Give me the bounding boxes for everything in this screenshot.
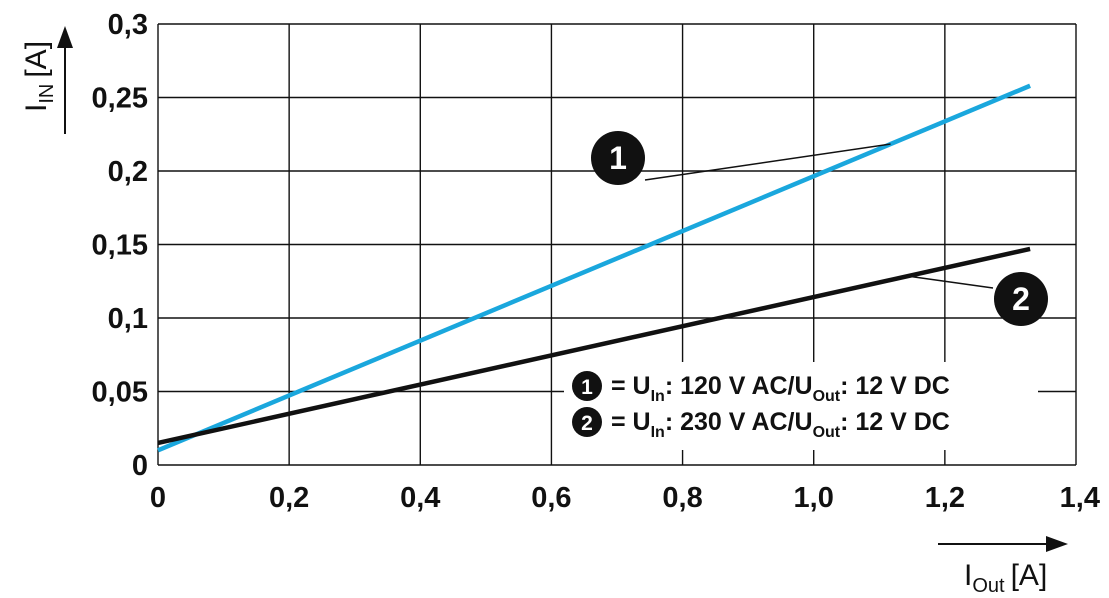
legend-entry-2: = UIn: 230 V AC/UOut: 12 V DC bbox=[611, 408, 950, 441]
series-lines bbox=[157, 83, 1031, 453]
series-line-2 bbox=[157, 246, 1031, 446]
callout-leader-1 bbox=[644, 143, 891, 181]
legend-marker-circle-2 bbox=[572, 407, 602, 437]
legend-text-part: : 12 V DC bbox=[840, 408, 950, 436]
callout-circle-1 bbox=[591, 131, 645, 185]
y-tick-label: 0,05 bbox=[92, 377, 148, 409]
legend-text-part: = U bbox=[611, 408, 651, 436]
x-axis-label-unit: [A] bbox=[1011, 559, 1048, 592]
x-tick-label: 1,0 bbox=[794, 482, 834, 514]
x-axis-arrow-head bbox=[1046, 536, 1068, 552]
legend-marker-number-1: 1 bbox=[581, 376, 593, 399]
legend: 1 = UIn: 120 V AC/UOut: 12 V DC2 = UIn: 23… bbox=[564, 362, 1038, 450]
y-axis-label-main: I bbox=[20, 104, 53, 112]
callout-circle-2 bbox=[994, 272, 1048, 326]
y-axis-label-sub: IN bbox=[36, 84, 58, 104]
y-axis-label-unit: [A] bbox=[20, 41, 53, 78]
legend-entry-1: = UIn: 120 V AC/UOut: 12 V DC bbox=[611, 372, 950, 405]
x-tick-label: 0,2 bbox=[269, 482, 309, 514]
legend-subscript: Out bbox=[813, 388, 841, 405]
series-callouts: 12 bbox=[591, 131, 1048, 326]
legend-marker-number-2: 2 bbox=[581, 412, 593, 435]
x-tick-label: 0,8 bbox=[662, 482, 702, 514]
y-tick-label: 0 bbox=[132, 450, 148, 482]
legend-subscript: In bbox=[651, 388, 665, 405]
x-tick-label: 1,4 bbox=[1060, 482, 1100, 514]
x-axis-label-main: I bbox=[964, 559, 972, 592]
x-axis-label-group: IOut [A] bbox=[938, 536, 1068, 597]
tick-labels: 0 0,05 0,1 0,15 0,2 0,25 0,3 0 0,2 0,4 0,6 0,8 1,0 1,… bbox=[92, 9, 1100, 514]
y-axis-arrow-head bbox=[57, 26, 73, 48]
x-tick-label: 0 bbox=[150, 482, 166, 514]
y-tick-label: 0,1 bbox=[108, 303, 148, 335]
callout-leader-2 bbox=[907, 275, 994, 289]
y-tick-label: 0,2 bbox=[108, 156, 148, 188]
legend-text-part: : 230 V AC/U bbox=[665, 408, 813, 436]
y-tick-label: 0,3 bbox=[108, 9, 148, 41]
legend-subscript: In bbox=[651, 424, 665, 441]
y-axis-label: IIN [A] bbox=[20, 41, 58, 112]
callout-number-1: 1 bbox=[609, 140, 627, 176]
x-tick-label: 0,6 bbox=[531, 482, 571, 514]
y-axis-label-group: IIN [A] bbox=[20, 26, 73, 134]
callout-number-2: 2 bbox=[1012, 281, 1030, 317]
legend-subscript: Out bbox=[813, 424, 841, 441]
x-axis-label: IOut [A] bbox=[964, 559, 1047, 597]
y-tick-label: 0,15 bbox=[92, 230, 148, 262]
legend-text-part: : 120 V AC/U bbox=[665, 372, 813, 400]
legend-marker-circle-1 bbox=[572, 371, 602, 401]
legend-box bbox=[564, 362, 1038, 450]
x-axis-label-sub: Out bbox=[972, 575, 1005, 597]
legend-text-part: : 12 V DC bbox=[840, 372, 950, 400]
y-tick-label: 0,25 bbox=[92, 83, 148, 115]
legend-text-part: = U bbox=[611, 372, 651, 400]
x-tick-label: 0,4 bbox=[400, 482, 440, 514]
x-tick-label: 1,2 bbox=[925, 482, 965, 514]
series-line-1 bbox=[157, 83, 1031, 453]
